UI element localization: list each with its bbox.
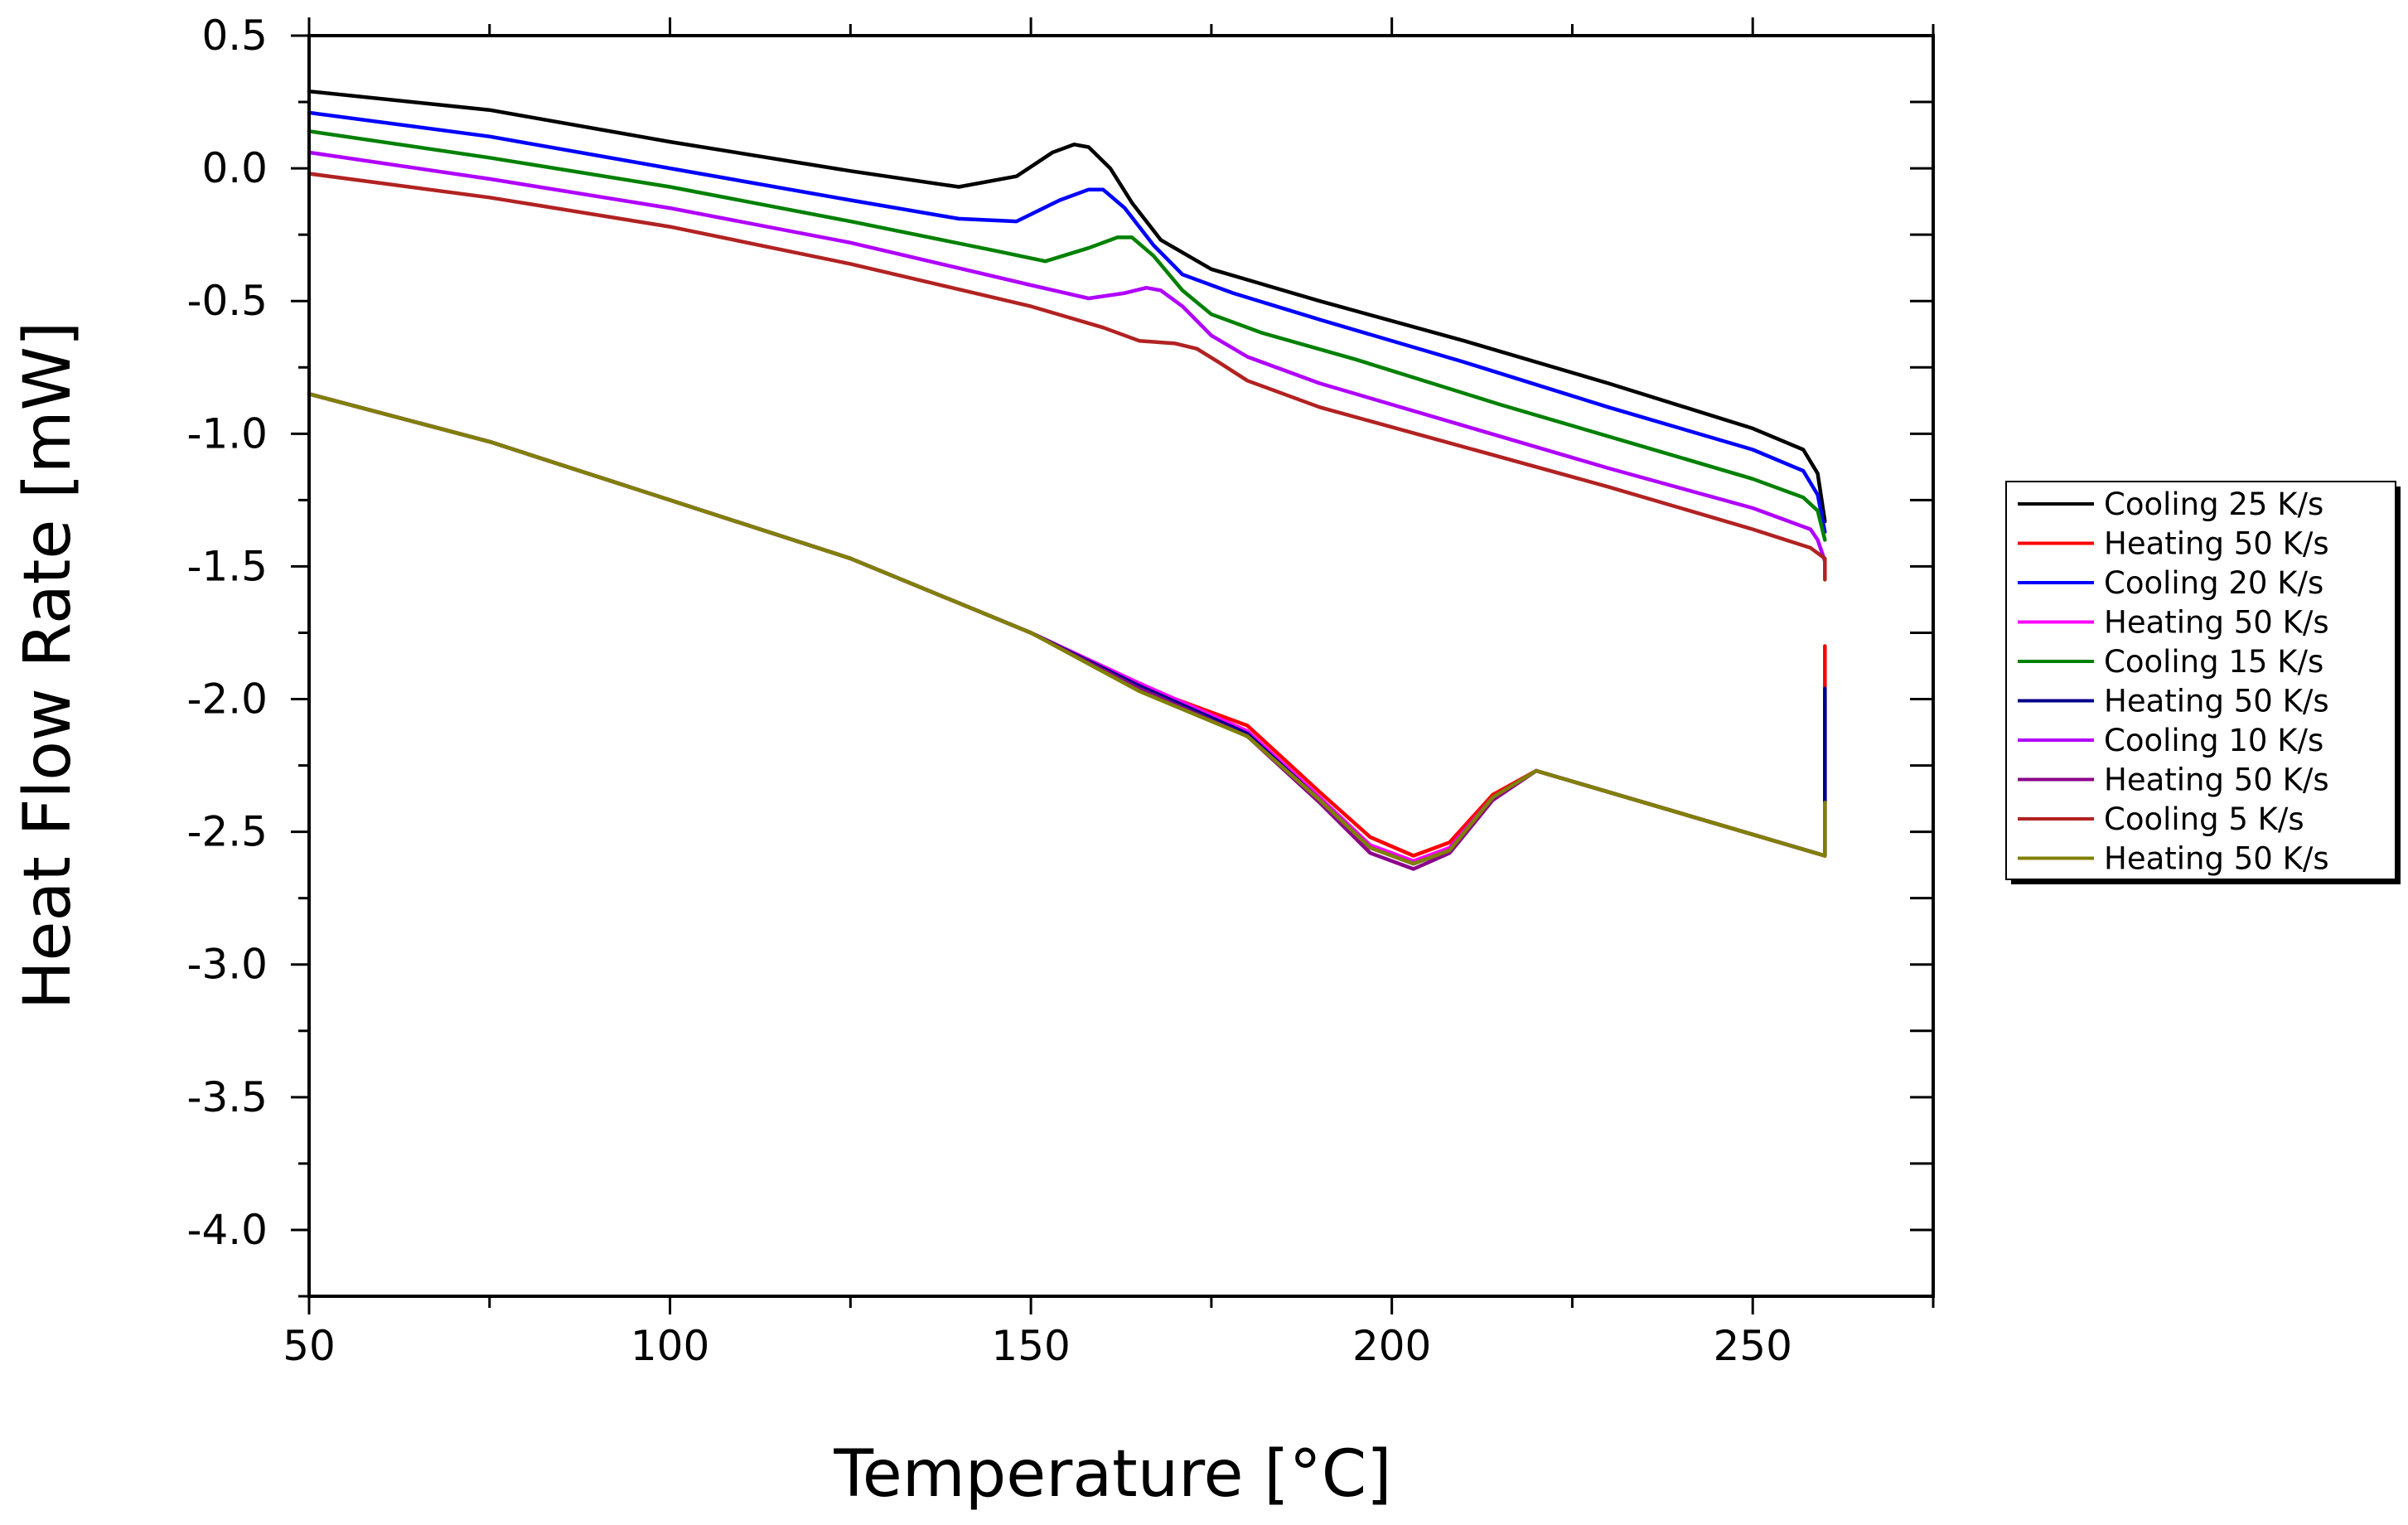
- y-axis-title: Heat Flow Rate [mW]: [11, 322, 85, 1009]
- series-line-9: [307, 172, 1827, 582]
- plot-frame: [307, 34, 1935, 1298]
- y-tick-label: -2.0: [186, 675, 268, 724]
- y-tick-label: -3.5: [186, 1073, 268, 1121]
- x-axis-title: Temperature [°C]: [833, 1437, 1391, 1512]
- legend-label: Cooling 20 K/s: [2104, 565, 2323, 601]
- y-tick-label: -1.5: [186, 542, 268, 590]
- x-tick-label: 200: [1352, 1322, 1431, 1370]
- x-tick-label: 150: [991, 1322, 1070, 1370]
- y-tick-label: -4.0: [186, 1206, 268, 1254]
- axis-ticks: [291, 17, 1935, 1314]
- y-tick-label: -2.5: [186, 808, 268, 856]
- series-line-3: [307, 110, 1827, 535]
- y-tick-label: -3.0: [186, 941, 268, 989]
- legend-label: Heating 50 K/s: [2104, 684, 2329, 719]
- y-tick-label: -0.5: [186, 277, 268, 325]
- legend-label: Heating 50 K/s: [2104, 841, 2329, 877]
- x-tick-label: 50: [283, 1322, 336, 1370]
- legend-box: [2005, 481, 2396, 880]
- legend-label: Cooling 10 K/s: [2104, 723, 2323, 758]
- legend-label: Heating 50 K/s: [2104, 526, 2329, 562]
- series-line-7: [307, 150, 1827, 564]
- y-tick-label: 0.5: [201, 12, 268, 60]
- legend-label: Heating 50 K/s: [2104, 605, 2329, 641]
- series-line-5: [307, 129, 1827, 542]
- x-tick-label: 250: [1714, 1322, 1792, 1370]
- y-tick-label: -1.0: [186, 409, 268, 458]
- series-line-10: [307, 392, 1827, 866]
- series-line-1: [307, 89, 1827, 524]
- legend-label: Cooling 15 K/s: [2104, 644, 2323, 680]
- y-tick-labels: 0.5 0.0 -0.5 -1.0 -1.5 -2.0 -2.5 -3.0 -3.5 -4.0: [186, 12, 268, 1254]
- y-tick-label: 0.0: [201, 144, 268, 192]
- legend-label: Heating 50 K/s: [2104, 762, 2329, 798]
- legend-label: Cooling 5 K/s: [2104, 801, 2304, 837]
- legend-label: Cooling 25 K/s: [2104, 487, 2323, 522]
- series-lines: [307, 89, 1827, 871]
- x-tick-labels: 50 100 150 200 250: [283, 1322, 1792, 1370]
- x-tick-label: 100: [631, 1322, 709, 1370]
